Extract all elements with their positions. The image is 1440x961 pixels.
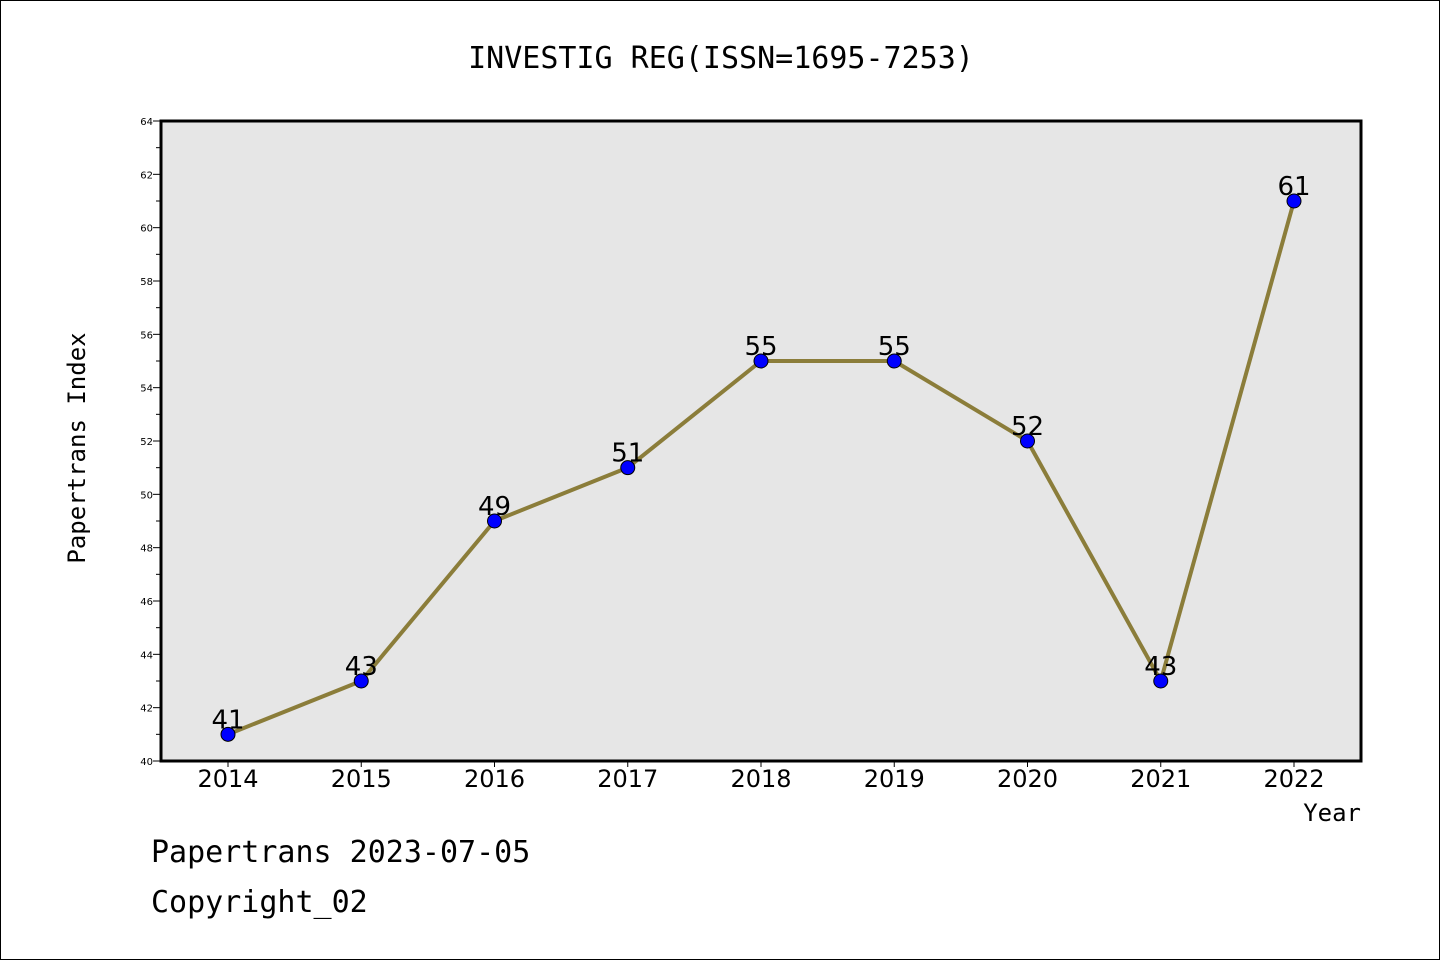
y-tick-label: 42 <box>140 704 153 715</box>
data-label: 43 <box>345 652 378 682</box>
y-tick-label: 50 <box>140 490 153 501</box>
data-label: 43 <box>1144 652 1177 682</box>
series-markers <box>220 193 1302 742</box>
data-label: 55 <box>878 332 911 362</box>
data-label: 52 <box>1011 412 1044 442</box>
y-tick-label: 58 <box>140 277 153 288</box>
data-point <box>220 726 236 742</box>
y-axis: 40 42 44 46 48 50 52 54 56 58 60 62 64 <box>140 117 161 768</box>
data-point <box>1286 193 1302 209</box>
x-tick-label: 2018 <box>730 765 791 793</box>
data-point <box>1153 673 1169 689</box>
y-axis-label: Papertrans Index <box>63 332 91 563</box>
chart-title: INVESTIG REG(ISSN=1695-7253) <box>468 41 974 76</box>
plot-border <box>159 119 1363 763</box>
plot-area <box>161 121 1361 761</box>
y-tick-label: 46 <box>140 597 153 608</box>
y-tick-label: 54 <box>140 384 153 395</box>
data-labels: 41 43 49 51 55 55 52 43 61 <box>211 172 1310 735</box>
y-tick-label: 62 <box>140 170 153 181</box>
y-tick-label: 64 <box>140 117 153 128</box>
data-point <box>1020 433 1035 449</box>
x-axis: 2014 2015 2016 2017 2018 2019 2020 2021 2022 <box>197 761 1325 793</box>
x-tick-label: 2022 <box>1263 765 1324 793</box>
x-tick-label: 2014 <box>197 765 258 793</box>
data-point <box>886 353 902 369</box>
footer-date: Papertrans 2023-07-05 <box>151 835 531 870</box>
y-tick-label: 60 <box>140 224 153 235</box>
data-label: 55 <box>744 332 777 362</box>
x-tick-label: 2019 <box>864 765 925 793</box>
y-tick-label: 40 <box>140 757 153 768</box>
x-tick-label: 2016 <box>464 765 525 793</box>
x-tick-label: 2015 <box>331 765 392 793</box>
y-tick-label: 56 <box>140 330 153 341</box>
data-label: 51 <box>611 439 644 469</box>
x-tick-label: 2021 <box>1130 765 1191 793</box>
x-tick-label: 2017 <box>597 765 658 793</box>
data-point <box>353 673 369 689</box>
x-axis-label: Year <box>1303 799 1361 827</box>
data-point <box>620 460 636 476</box>
data-point <box>753 353 769 369</box>
data-point <box>487 513 502 529</box>
y-tick-label: 48 <box>140 544 153 555</box>
y-tick-label: 52 <box>140 437 153 448</box>
data-label: 41 <box>211 705 244 735</box>
data-label: 49 <box>478 492 511 522</box>
data-label: 61 <box>1277 172 1310 202</box>
y-tick-label: 44 <box>140 650 153 661</box>
footer-copyright: Copyright_02 <box>151 885 368 920</box>
x-tick-label: 2020 <box>997 765 1058 793</box>
